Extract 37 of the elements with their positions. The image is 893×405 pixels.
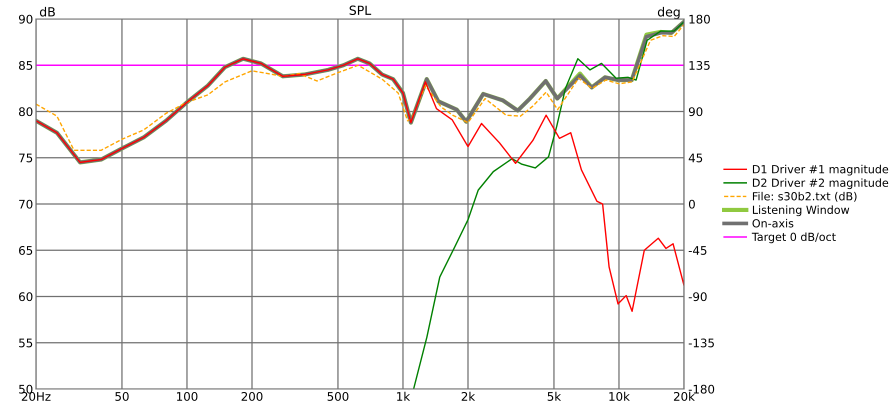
- y2-tick-label: -135: [688, 338, 714, 348]
- x-tick-label: 20k: [674, 392, 695, 401]
- y2-tick-label: -180: [688, 384, 714, 394]
- y2-tick-label: 0: [688, 200, 695, 209]
- legend-label: Listening Window: [752, 205, 850, 216]
- legend-label: D1 Driver #1 magnitude: [752, 164, 888, 176]
- x-tick-label: 10k: [609, 392, 630, 401]
- y-tick-label: 80: [19, 107, 32, 116]
- x-tick-label: 200: [242, 392, 262, 401]
- legend-label: D2 Driver #2 magnitude: [752, 178, 888, 190]
- y-tick-label: 55: [19, 338, 32, 348]
- y-tick-label: 75: [19, 154, 32, 162]
- chart-title: SPL: [350, 6, 372, 16]
- y2-tick-label: 45: [688, 154, 702, 162]
- x-tick-label: 500: [328, 392, 348, 401]
- y2-tick-label: 90: [688, 107, 702, 116]
- legend-label: On-axis: [752, 218, 794, 228]
- x-tick-label: 50: [115, 392, 129, 401]
- y2-tick-label: -90: [688, 292, 707, 302]
- legend-label: File: s30b2.txt (dB): [752, 192, 857, 202]
- x-tick-label: 20Hz: [22, 392, 51, 401]
- y-tick-label: 60: [19, 292, 32, 302]
- y-tick-label: 65: [19, 246, 32, 255]
- x-tick-label: 100: [177, 392, 198, 401]
- y-tick-label: 85: [19, 60, 32, 70]
- y-tick-label: 50: [19, 384, 32, 394]
- y2-axis-title: deg: [658, 6, 680, 19]
- x-tick-label: 5k: [548, 392, 562, 401]
- x-tick-label: 2k: [462, 392, 476, 401]
- y-tick-label: 90: [18, 14, 32, 24]
- y2-tick-label: 135: [689, 60, 710, 70]
- y2-tick-label: -45: [688, 246, 706, 255]
- y-tick-label: 70: [19, 200, 32, 209]
- y-axis-title: dB: [40, 6, 55, 17]
- x-tick-label: 1k: [397, 392, 410, 401]
- y2-tick-label: 180: [689, 14, 710, 24]
- legend-label: Target 0 dB/oct: [752, 232, 836, 244]
